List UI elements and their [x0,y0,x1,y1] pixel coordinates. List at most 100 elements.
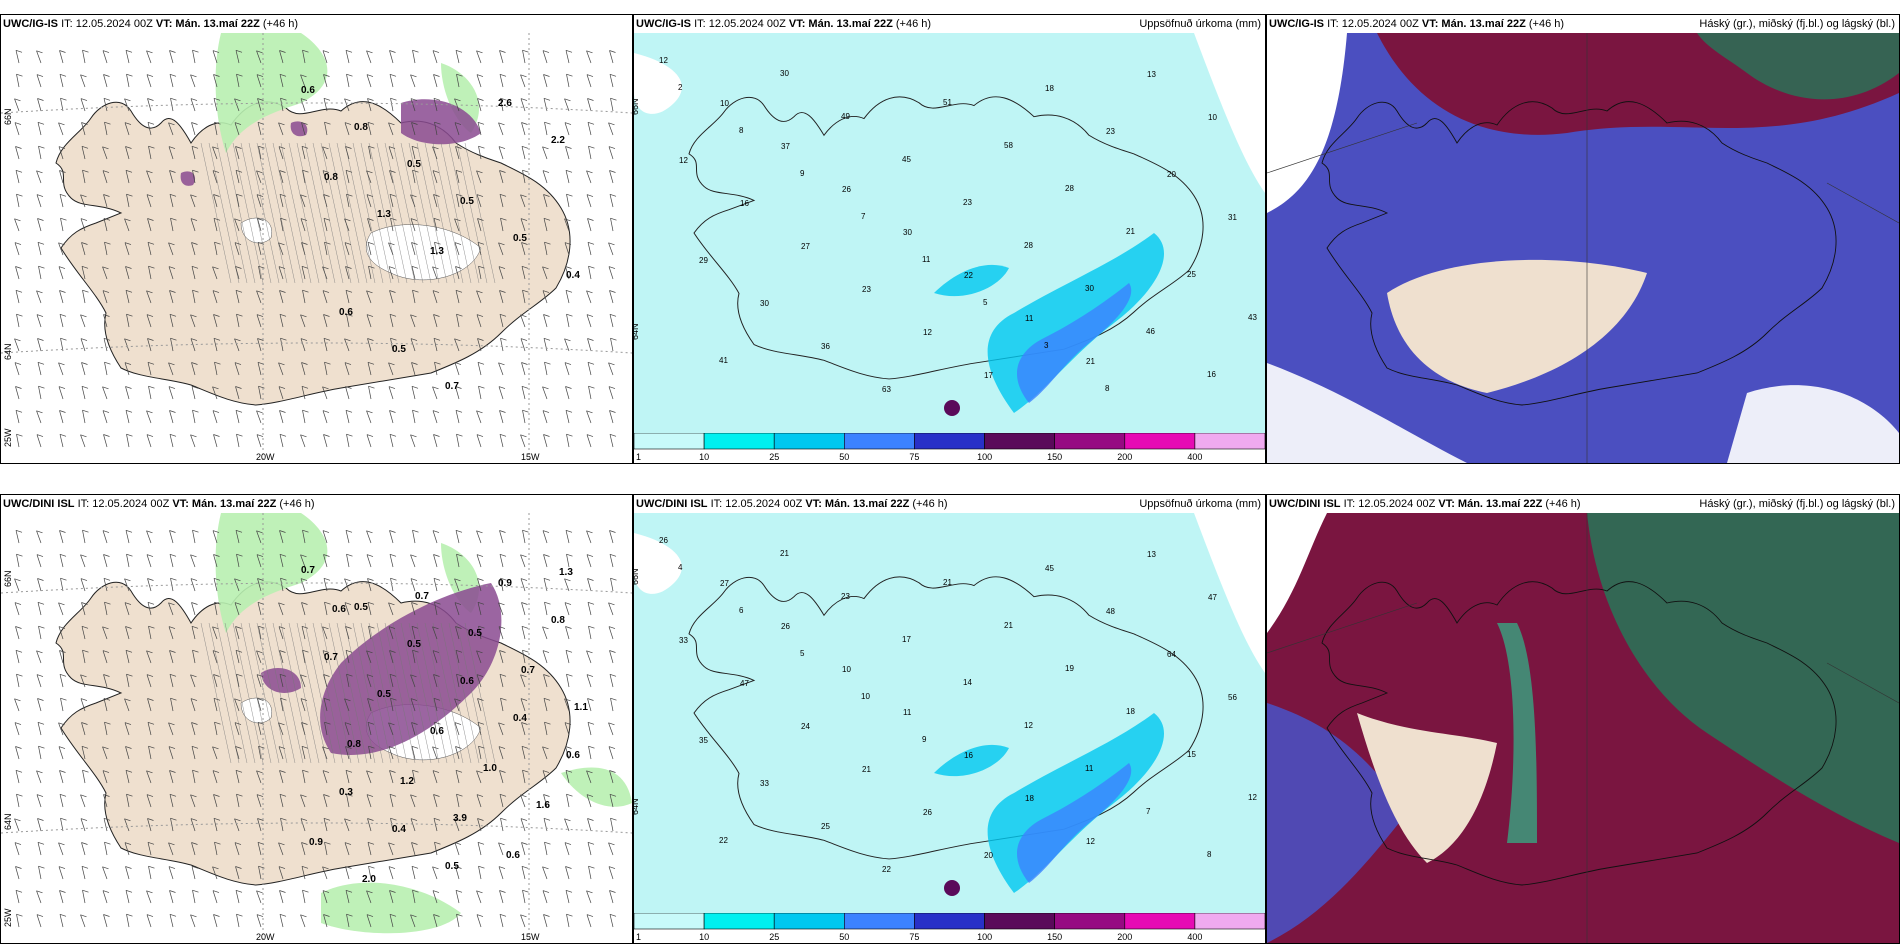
wind-barb-flag [520,914,527,918]
wind-barb-flag [168,602,175,606]
wind-barb-flag [300,578,308,581]
wind-barb [37,338,42,352]
clear-sky-area [1727,385,1899,463]
wind-barb [168,842,174,856]
no-precip-area [634,53,682,114]
wind-barb-flag [125,289,133,293]
legend-color-bin [773,913,845,930]
wind-barb-flag [58,746,66,749]
wind-barb-flag [102,650,110,653]
wind-barb [410,338,416,352]
wind-barb-flag [82,49,89,53]
legend-color-bin [703,433,775,450]
wind-barb [345,266,350,280]
wind-barb [256,290,262,304]
wind-barb [477,578,482,592]
wind-barb [213,74,218,88]
wind-barb-flag [256,434,264,437]
wind-barb [190,434,196,448]
wind-barb-flag [389,793,397,797]
wind-barb [520,794,526,808]
wind-barb [543,674,548,688]
wind-barb [36,770,42,784]
wind-barb [345,530,350,544]
wind-barb [124,698,130,712]
wind-barb-flag [300,338,308,341]
snow-amount-label: 1.1 [574,702,588,713]
hatching-line [384,622,416,764]
wind-barb [609,74,614,88]
wind-barb [36,530,42,544]
wind-barb-flag [169,650,176,653]
wind-barb [169,650,174,664]
wind-barb [498,722,504,736]
wind-barb [542,410,548,424]
wind-barb [476,50,482,64]
wind-barb [257,842,262,856]
wind-barb [366,890,372,904]
wind-barb-flag [126,673,133,677]
wind-barb-flag [542,146,549,150]
wind-barb [412,50,416,64]
wind-barb-flag [234,362,242,365]
wind-barb [499,50,504,64]
wind-barb [477,602,482,616]
wind-barb-flag [170,97,177,101]
wind-barb-flag [390,817,397,821]
wind-barb [410,698,416,712]
wind-barb [59,170,64,184]
wind-barb [477,698,482,712]
wind-barb-flag [15,386,22,389]
iceland-outline-group [688,96,1204,380]
precip-amount-label: 9 [800,169,805,178]
hatching-line [424,142,456,284]
wind-barb-flag [544,361,551,365]
wind-barb-flag [434,601,441,605]
wind-barb [37,218,42,232]
wind-barb-flag [433,914,440,917]
wind-barb [324,122,328,136]
wind-barb [212,146,218,160]
legend-tick-label: 1 [636,452,641,462]
wind-barb [586,434,592,448]
wind-barb [542,890,548,904]
wind-barb [102,266,108,280]
precip-amount-label: 27 [720,579,729,588]
wind-barb-flag [279,170,286,173]
wind-barb [432,266,438,280]
precip-amount-label: 16 [1207,370,1216,379]
wind-barb [389,314,394,328]
wind-barb [16,434,20,448]
wind-barb [302,770,306,784]
wind-barb [214,722,218,736]
wind-barb [608,866,614,880]
wind-barb-flag [235,146,242,149]
wind-barb-flag [587,121,595,125]
wind-barb [609,314,614,328]
wind-barb-flag [234,602,242,605]
wind-barb-flag [586,50,593,54]
wind-barb-flag [499,50,506,53]
wind-barb [278,146,284,160]
wind-barb-flag [410,98,418,101]
wind-barb [521,242,526,256]
wind-barb [125,290,130,304]
wind-barb-flag [543,697,551,701]
wind-barb-flag [544,241,551,245]
precip-amount-label: 10 [861,692,870,701]
wind-barb-flag [146,74,154,77]
precip-amount-label: 45 [1045,564,1054,573]
wind-barb-flag [498,602,505,606]
wind-barb-flag [476,194,484,197]
graticule-line [1,342,632,354]
wind-barb-flag [146,194,154,197]
wind-barb-flag [410,314,417,318]
wind-barb-flag [565,626,572,629]
wind-barb-flag [543,554,550,557]
wind-barb-flag [322,650,330,653]
wind-barb [279,290,284,304]
wind-barb [235,770,240,784]
wind-barb-flag [212,770,220,773]
wind-barb-flag [367,721,375,725]
wind-barb [36,74,42,88]
